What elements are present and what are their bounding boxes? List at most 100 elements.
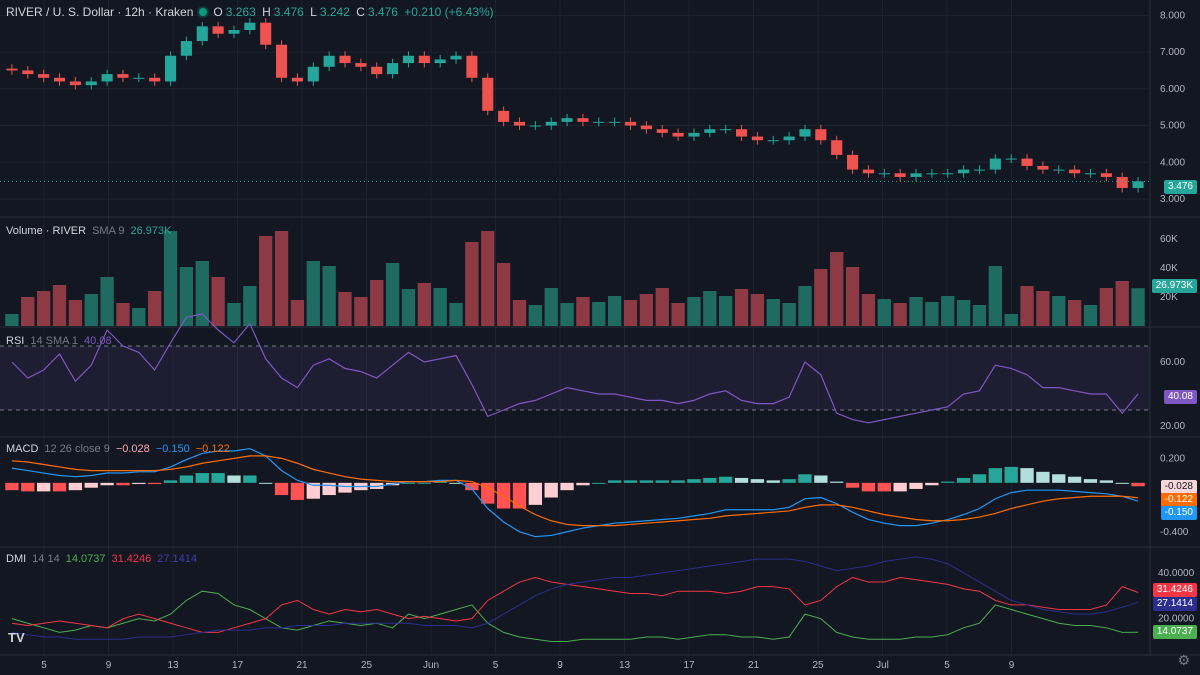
candle-body [260, 22, 272, 45]
volume-bar [481, 231, 495, 326]
candle-body [339, 55, 351, 64]
candle-body [1005, 158, 1017, 160]
market-status-icon [199, 8, 208, 16]
macd-histogram-bar [179, 475, 194, 483]
volume-bar [972, 305, 987, 326]
dmi-title[interactable]: DMI [6, 553, 27, 565]
volume-bar [814, 269, 828, 326]
volume-bar [623, 300, 638, 326]
volume-bar [687, 297, 701, 326]
volume-bar [1020, 286, 1034, 326]
candle-body [482, 77, 494, 111]
macd-histogram-bar [750, 479, 765, 483]
volume-bar [36, 291, 51, 326]
volume-bar [179, 267, 194, 326]
volume-bar [830, 252, 844, 326]
dmi-params: 14 14 [32, 553, 60, 565]
macd-histogram-bar [528, 482, 543, 505]
volume-axis-label: 40K [1160, 263, 1178, 274]
candle-body [767, 140, 779, 142]
volume-bar [100, 277, 114, 326]
volume-bar [1099, 288, 1114, 326]
rsi-title[interactable]: RSI [6, 335, 25, 347]
time-axis-label: 5 [944, 660, 950, 671]
volume-axis-label: 60K [1160, 234, 1178, 245]
volume-bar [1067, 300, 1082, 326]
macd-histogram-bar [576, 482, 590, 486]
price-axis-label: 5.000 [1160, 121, 1185, 132]
volume-bar [1115, 281, 1129, 326]
candle-body [624, 121, 637, 126]
macd-histogram-bar [941, 481, 955, 483]
macd-histogram-bar [1099, 480, 1114, 483]
macd-histogram-bar [703, 477, 717, 483]
volume-bar [465, 242, 479, 326]
time-axis-label: 21 [748, 660, 760, 671]
volume-bar [988, 266, 1002, 326]
macd-axis-label: 0.200 [1160, 453, 1185, 464]
candle-body [910, 173, 922, 177]
candle-body [1037, 165, 1049, 170]
volume-bar [909, 297, 923, 326]
candle-body [1084, 173, 1097, 175]
macd-histogram-bar [36, 482, 51, 492]
macd-params: 12 26 close 9 [44, 443, 110, 455]
candle-body [640, 125, 652, 130]
volume-bar [385, 263, 400, 326]
candle-body [862, 169, 874, 174]
candle-body [1116, 176, 1128, 188]
candle-body [973, 169, 986, 171]
volume-axis-label: 20K [1160, 292, 1178, 303]
macd-histogram-bar [84, 482, 98, 488]
macd-histogram-bar [655, 480, 669, 483]
volume-bar [592, 302, 606, 326]
volume-bar [560, 303, 574, 326]
macd-histogram-bar [5, 482, 19, 491]
candle-body [958, 169, 970, 174]
macd-title[interactable]: MACD [6, 443, 39, 455]
volume-bar [893, 303, 907, 326]
macd-histogram-bar [1131, 482, 1145, 487]
macd-histogram-bar [592, 482, 606, 484]
rsi-tag: 40.08 [1163, 390, 1197, 404]
macd-histogram-bar [1020, 468, 1034, 483]
gear-icon[interactable]: ⚙ [1177, 652, 1190, 668]
macd-histogram-bar [956, 477, 971, 483]
candle-body [1100, 173, 1112, 177]
macd-histogram-bar [830, 481, 844, 483]
macd-signal-tag: -0.122 [1160, 493, 1197, 507]
symbol-title[interactable]: RIVER / U. S. Dollar · 12h · Kraken [6, 5, 194, 19]
volume-title[interactable]: Volume · RIVER [6, 225, 87, 237]
macd-histogram-bar [259, 482, 273, 484]
volume-bar [84, 294, 98, 326]
volume-bar [719, 296, 733, 326]
candle-body [894, 173, 906, 177]
candle-body [656, 129, 668, 133]
tradingview-logo-icon[interactable]: TV [8, 630, 25, 645]
macd-histogram-bar [465, 482, 479, 491]
macd-histogram-bar [845, 482, 860, 488]
macd-signal-line [11, 455, 1139, 527]
macd-histogram-bar [734, 477, 749, 483]
macd-histogram-bar [322, 482, 336, 496]
macd-histogram-bar [290, 482, 305, 500]
volume-bar [370, 280, 384, 326]
macd-histogram-bar [100, 482, 114, 486]
macd-histogram-bar [798, 474, 812, 483]
macd-line-tag: -0.150 [1160, 506, 1197, 520]
time-axis-label: 5 [493, 660, 499, 671]
volume-bar [5, 314, 19, 326]
candle-body [69, 81, 81, 86]
candle-body [418, 55, 430, 64]
volume-bar [354, 297, 368, 326]
time-axis-label: 25 [812, 660, 824, 671]
volume-bar [1036, 291, 1050, 326]
macd-histogram-bar [988, 468, 1002, 483]
pane-separators [0, 0, 1200, 656]
macd-histogram-bar [909, 482, 923, 489]
macd-histogram-bar [163, 480, 178, 483]
close-value: 3.476 [367, 5, 398, 19]
macd-histogram-bar [243, 475, 257, 483]
macd-histogram-bar [607, 480, 622, 483]
